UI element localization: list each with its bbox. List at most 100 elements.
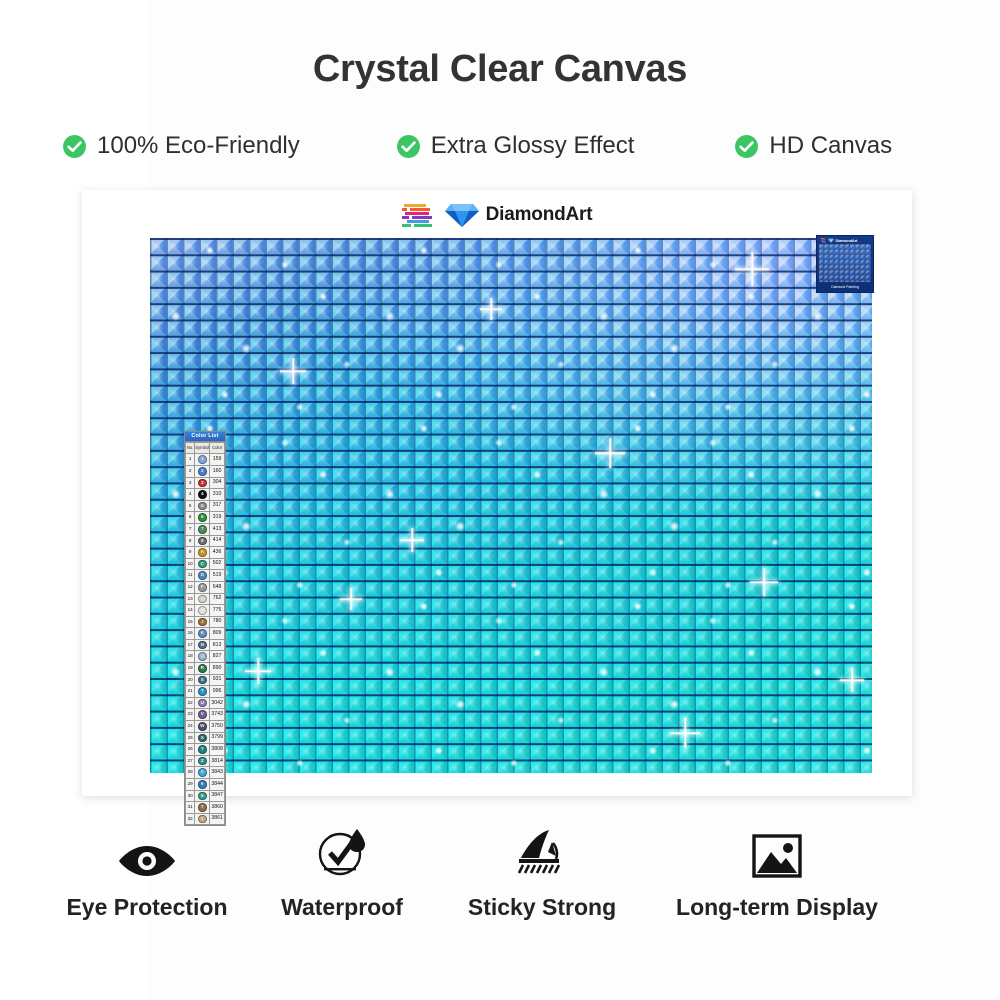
cell-symbol: 3 [194,476,211,490]
table-row: 30 5 3847 [184,789,225,803]
cell-color-code: 809 [209,627,225,640]
table-row: 15 J 780 [184,615,225,629]
color-swatch: C [197,559,207,569]
cell-no: 1 [184,453,196,466]
cell-no: 21 [184,685,196,698]
table-row: 7 7 413 [184,522,225,536]
cell-symbol: J [194,615,211,629]
feature-item: HD Canvas [734,132,892,160]
check-circle-icon [62,134,87,159]
cell-symbol: 6 [194,511,211,524]
cell-color-code: 780 [209,615,225,629]
eye-icon [118,826,176,878]
diamond-painting-canvas [150,238,872,773]
diamond-logo-icon [828,238,834,243]
column-header-symbol: Symbol [194,441,211,455]
cell-symbol: W [194,720,211,733]
cell-no: 25 [184,731,196,745]
cell-color-code: 762 [209,592,225,606]
benefits-row: Eye Protection Waterproof [0,826,1000,921]
cell-symbol: N [194,638,211,652]
cell-no: 20 [184,673,196,687]
benefit-label: Sticky Strong [467,894,617,920]
table-row: 6 6 319 [184,511,225,524]
cell-symbol: 0 [194,766,211,779]
color-list-table: No. Symbol Color 1 1 159 2 2 160 3 3 304 4 4 310 5 5 3… [184,441,225,826]
color-swatch: F [197,582,207,592]
cell-symbol: H [194,604,211,617]
benefit-label: Long-term Display [676,894,878,920]
watermark-caption: Diamond Painting [831,284,859,289]
cell-no: 4 [184,488,196,501]
color-swatch: 6 [197,780,207,789]
cell-no: 6 [184,511,196,524]
cell-no: 19 [184,662,196,675]
cell-symbol: Q [194,650,211,664]
cell-color-code: 414 [209,534,225,548]
cell-color-code: 3042 [209,696,225,710]
cell-color-code: 931 [209,673,225,687]
cell-no: 5 [184,499,196,513]
cell-no: 27 [184,754,196,768]
cell-symbol: T [194,685,211,698]
cell-color-code: 502 [209,557,225,571]
cell-color-code: 3860 [209,801,225,814]
cell-symbol: G [194,592,211,606]
color-swatch: G [197,594,207,604]
color-swatch: V [197,710,207,720]
table-row: 14 H 775 [184,604,225,617]
cell-color-code: 519 [209,569,225,582]
color-swatch: 1 [197,814,207,824]
cell-color-code: 3843 [209,766,225,779]
table-row: 11 D 519 [184,569,225,582]
table-row: 27 Z 3814 [184,754,225,768]
cell-color-code: 3799 [209,731,225,745]
watermark-mosaic-preview [819,244,871,282]
watermark-brand-row: DiamondArt [817,236,873,244]
color-swatch: Q [197,652,207,662]
cell-symbol: 6 [194,778,211,791]
watermark-badge: DiamondArt Diamond Painting [816,235,874,293]
cell-color-code: 413 [209,522,225,536]
check-circle-icon [734,134,759,159]
cell-color-code: 890 [209,662,225,675]
watermark-brand-name: DiamondArt [835,238,858,243]
feature-label: Extra Glossy Effect [430,132,635,159]
color-swatch: Y [197,745,207,754]
cell-symbol: Y [194,743,211,756]
color-swatch: 8 [197,536,207,546]
cell-no: 14 [184,604,196,617]
color-list-panel: Color List No. Symbol Color 1 1 159 2 2 160 3 3… [184,431,226,827]
color-swatch: H [197,606,207,615]
table-row: 5 5 317 [184,499,225,513]
cell-no: 10 [184,557,196,571]
cell-color-code: 319 [209,511,225,524]
cell-no: 2 [184,465,196,478]
cell-symbol: 1 [194,812,211,826]
cell-no: 22 [184,696,196,710]
cell-no: 11 [184,569,196,582]
cell-symbol: F [194,580,211,594]
table-row: 8 8 414 [184,534,225,548]
color-swatch: 0 [197,768,207,778]
cell-color-code: 827 [209,650,225,664]
picture-icon [752,826,802,878]
page-title: Crystal Clear Canvas [312,48,688,90]
cell-symbol: R [194,662,211,675]
table-row: 19 R 890 [184,662,225,675]
cell-no: 7 [184,522,196,536]
table-row: 4 4 310 [184,488,225,501]
color-list-header-row: No. Symbol Color [184,441,225,455]
waterproof-icon [316,826,368,878]
brand-logo: DiamondArt [82,202,912,228]
color-swatch: U [197,698,207,708]
benefit-item: Sticky Strong [442,826,642,921]
cell-symbol: K [194,627,211,640]
color-swatch: 6 [197,513,207,522]
feature-label: HD Canvas [769,132,893,159]
table-row: 21 T 996 [184,685,225,698]
cell-color-code: 3814 [209,754,225,768]
table-row: 22 U 3042 [184,696,225,710]
cell-no: 26 [184,743,196,756]
